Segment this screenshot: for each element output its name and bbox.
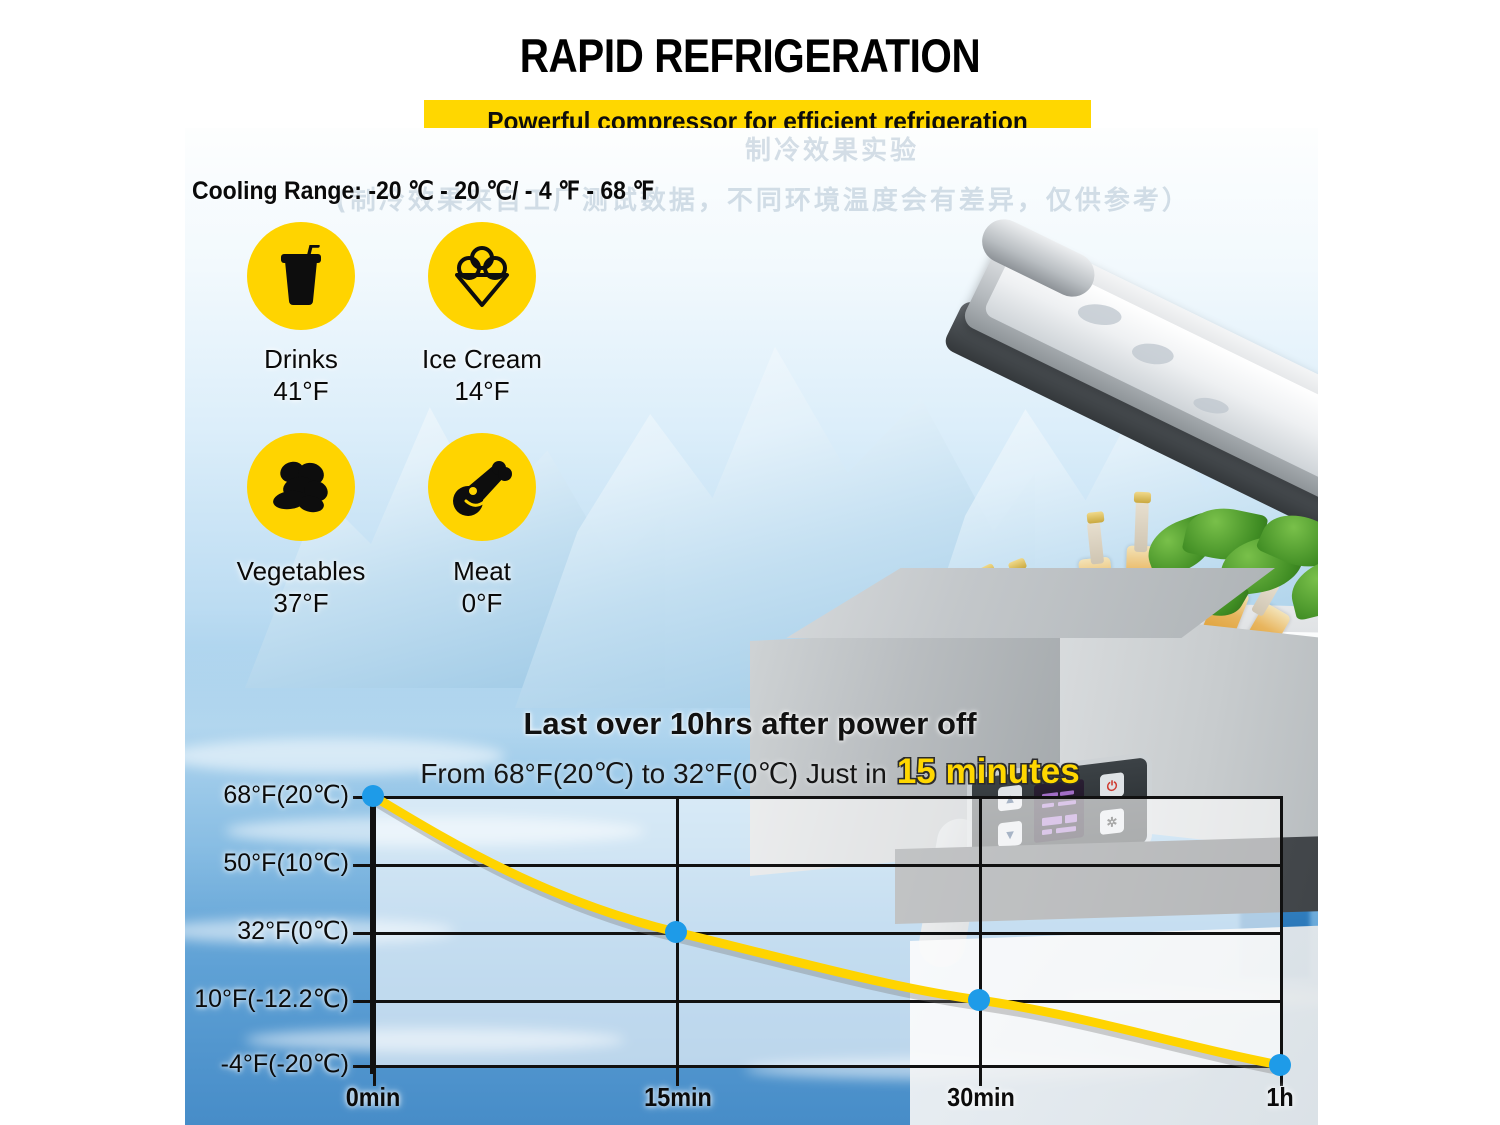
snow-ripple: [185, 738, 505, 774]
chart-x-label: 1h: [1266, 1082, 1294, 1112]
badge-meat-label: Meat 0°F: [392, 556, 572, 619]
ice-cream-icon: [455, 246, 509, 307]
chart-x-label: 15min: [644, 1082, 712, 1112]
gridline-minus20c: [373, 1065, 1283, 1068]
drink-cup-icon: [281, 245, 321, 305]
chart-point-marker: [968, 989, 990, 1011]
xtick: [373, 1068, 376, 1086]
chart-y-label: 32°F(0℃): [237, 917, 349, 945]
gridline-0c: [373, 932, 1283, 935]
badge-meat: [428, 433, 536, 541]
vgridline-0min: [373, 796, 376, 1068]
cooling-curve: [362, 785, 1291, 1076]
badge-ice-cream: [428, 222, 536, 330]
chart-point-marker: [1269, 1054, 1291, 1076]
ytick: [353, 1065, 373, 1068]
chart-data-markers: [362, 785, 1291, 1076]
claim-cooldown: From 68°F(20℃) to 32°F(0℃) Just in 15 min…: [0, 752, 1500, 792]
ytick: [353, 1000, 373, 1003]
ytick: [353, 864, 373, 867]
bottle-neck: [1134, 501, 1149, 553]
claim-cooldown-prefix: From 68°F(20℃) to 32°F(0℃) Just in: [420, 758, 887, 789]
chart-x-label: 0min: [345, 1082, 401, 1112]
bottle-cap: [1133, 491, 1152, 504]
badge-drinks: [247, 222, 355, 330]
vgridline-1h: [1280, 796, 1283, 1068]
badge-label-text: Drinks: [264, 344, 338, 374]
chart-point-marker: [665, 921, 687, 943]
chart-point-marker: [362, 785, 384, 807]
badge-vegetables: [247, 433, 355, 541]
vgridline-30min: [979, 796, 982, 1068]
ytick: [353, 932, 373, 935]
badge-drinks-label: Drinks 41°F: [211, 344, 391, 407]
gridline-minus12c: [373, 1000, 1283, 1003]
bottle-cap: [1086, 511, 1105, 524]
gridline-20c: [373, 796, 1283, 799]
meat-drumstick-icon: [453, 461, 512, 516]
badge-temp-text: 0°F: [461, 587, 503, 618]
cooling-curve-chart: 68°F(20℃) 50°F(10℃) 32°F(0℃) 10°F(-12.2℃…: [194, 781, 1293, 1112]
vegetables-icon: [273, 461, 328, 513]
badge-temp-text: 37°F: [273, 587, 329, 618]
badge-temp-text: 41°F: [273, 375, 329, 406]
background-watermark-1: 制冷效果实验: [745, 136, 920, 166]
background-watermark-2: (制冷效果来自工厂测试数据，不同环境温度会有差异，仅供参考）: [335, 186, 1191, 216]
page-title: RAPID REFRIGERATION: [519, 29, 981, 82]
xtick: [1280, 1068, 1283, 1086]
badge-ice-cream-label: Ice Cream 14°F: [392, 344, 572, 407]
chart-y-label: 50°F(10℃): [223, 849, 349, 877]
claim-power-off: Last over 10hrs after power off: [523, 706, 977, 741]
gridline-10c: [373, 864, 1283, 867]
chart-y-label: 10°F(-12.2℃): [194, 985, 349, 1013]
badge-vegetables-label: Vegetables 37°F: [211, 556, 391, 619]
chart-y-label: -4°F(-20℃): [220, 1050, 349, 1078]
xtick: [676, 1068, 679, 1086]
chart-x-label: 30min: [947, 1082, 1015, 1112]
claim-cooldown-highlight: 15 minutes: [896, 752, 1080, 791]
badge-temp-text: 14°F: [454, 375, 510, 406]
chart-y-label: 68°F(20℃): [223, 781, 349, 809]
badge-label-text: Meat: [453, 556, 511, 586]
cooling-range-text: Cooling Range: -20 ℃ - 20 ℃/ - 4 ℉ - 68 …: [192, 177, 655, 205]
badge-label-text: Ice Cream: [422, 344, 542, 374]
badge-label-text: Vegetables: [236, 556, 366, 586]
xtick: [979, 1068, 982, 1086]
